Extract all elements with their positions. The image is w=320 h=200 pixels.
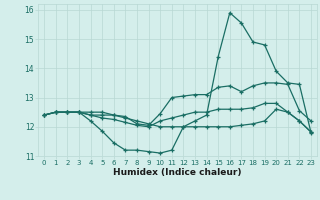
X-axis label: Humidex (Indice chaleur): Humidex (Indice chaleur) — [113, 168, 242, 177]
